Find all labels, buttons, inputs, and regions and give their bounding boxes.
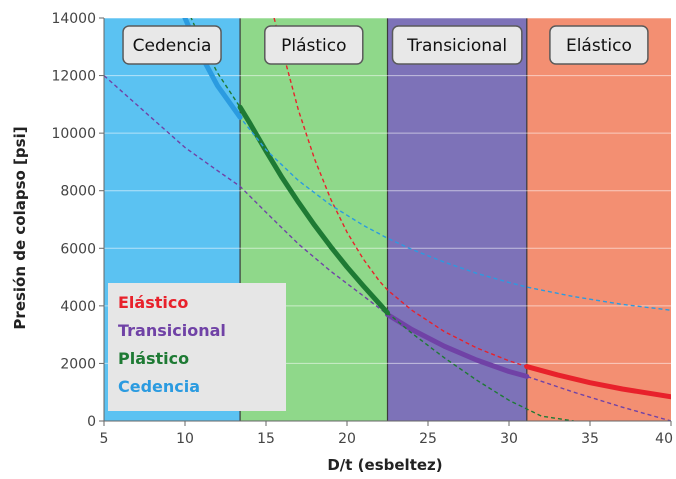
x-tick-label: 40: [655, 431, 673, 447]
legend-box: [108, 283, 286, 411]
y-tick-label: 8000: [60, 184, 96, 200]
x-tick-label: 20: [338, 431, 356, 447]
y-tick-label: 4000: [60, 299, 96, 315]
y-tick-label: 14000: [51, 11, 96, 27]
legend-entry-plastico: Plástico: [118, 349, 189, 368]
zone-label-text: Transicional: [406, 36, 507, 56]
series-line-transicional: [104, 75, 671, 421]
x-tick-label: 15: [257, 431, 275, 447]
legend-entry-cedencia: Cedencia: [118, 377, 200, 396]
zone-label-plastico: Plástico: [264, 25, 364, 65]
zone-label-box: [264, 25, 364, 65]
y-tick-label: 10000: [51, 126, 96, 142]
zone-label-box: [391, 25, 523, 65]
legend-entry-elastico: Elástico: [118, 293, 188, 312]
zone-band-transicional: [387, 18, 527, 421]
legend-layer: Elástico Transicional Plástico Cedencia: [108, 283, 286, 411]
zone-label-text: Plástico: [281, 36, 346, 56]
series-line-plastico: [190, 18, 574, 421]
x-axis-title: D/t (esbeltez): [327, 456, 442, 474]
x-tick-label: 5: [100, 431, 109, 447]
axes-layer: 0 2000 4000 6000 8000 10000 12000 14000 5 10 15 20 2…: [51, 11, 673, 447]
zone-label-text: Elástico: [566, 36, 632, 56]
zone-label-text: Cedencia: [133, 36, 212, 56]
x-tick-label: 35: [581, 431, 599, 447]
zone-label-cedencia: Cedencia: [122, 25, 222, 65]
zone-label-box: [549, 25, 649, 65]
series-active-segment-elastico: [524, 364, 671, 400]
series-active-segment-transicional: [385, 312, 530, 379]
zone-labels-layer: Cedencia Plástico Transicional Elástico: [122, 25, 649, 65]
y-axis-title: Presión de colapso [psi]: [11, 126, 29, 329]
series-layer: [104, 18, 671, 421]
zone-band-elastico: [526, 18, 671, 421]
x-tick-label: 25: [419, 431, 437, 447]
x-tick-label: 30: [500, 431, 518, 447]
y-tick-label: 6000: [60, 241, 96, 257]
y-tick-label: 0: [87, 414, 96, 430]
y-tick-label: 12000: [51, 69, 96, 85]
zone-label-elastico: Elástico: [549, 25, 649, 65]
series-active-segment-plastico: [237, 104, 390, 316]
zone-label-box: [122, 25, 222, 65]
zone-label-transicional: Transicional: [391, 25, 523, 65]
legend-entry-transicional: Transicional: [118, 321, 226, 340]
x-tick-label: 10: [176, 431, 194, 447]
y-tick-label: 2000: [60, 356, 96, 372]
